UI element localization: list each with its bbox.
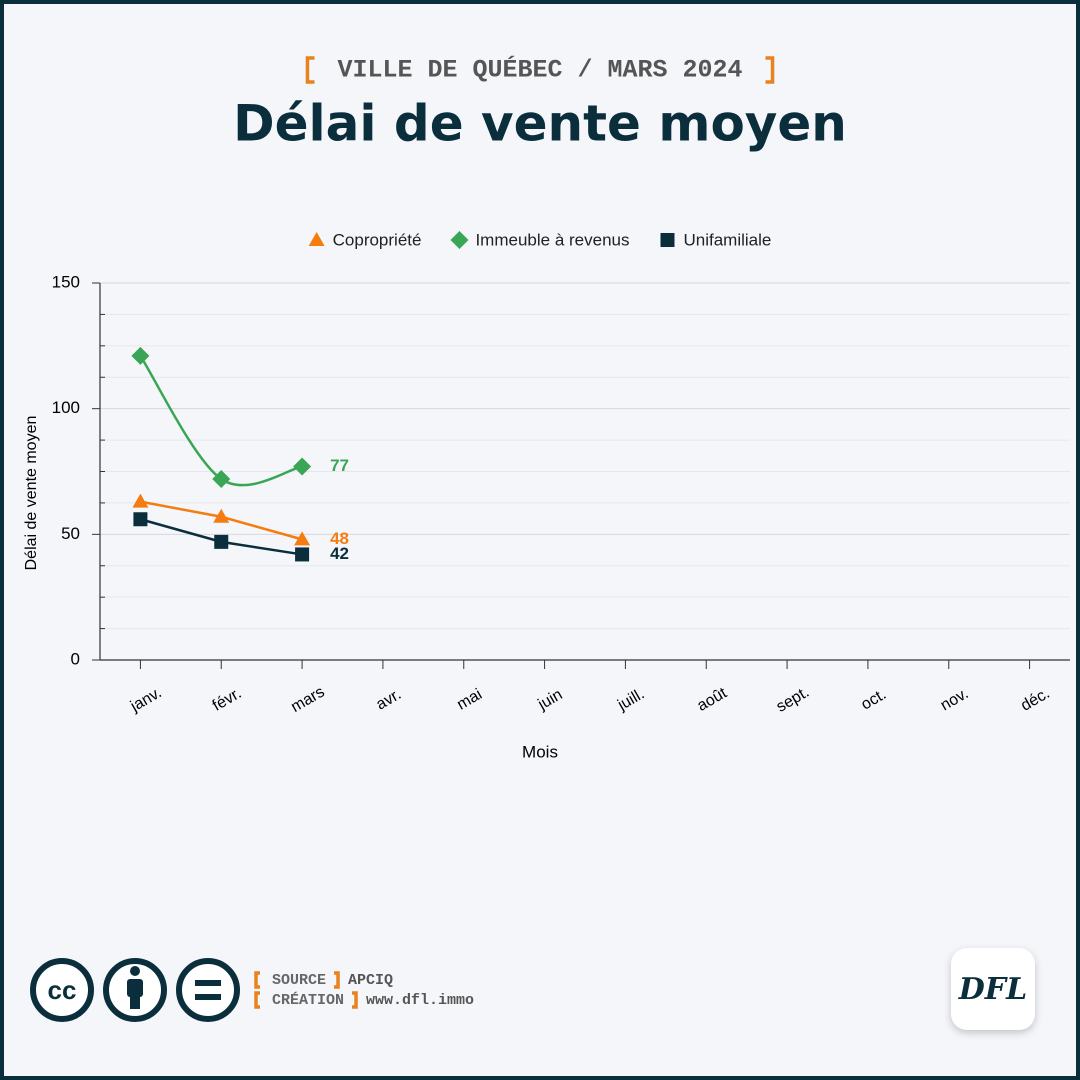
marker <box>450 231 469 249</box>
credit-value: www.dfl.immo <box>366 992 474 1009</box>
marker <box>293 457 312 476</box>
marker <box>131 346 150 365</box>
bracket <box>254 991 260 1009</box>
by-body <box>127 979 143 997</box>
marker <box>213 508 230 523</box>
license-icons <box>30 958 240 1022</box>
nd-icon <box>176 958 240 1022</box>
marker <box>214 534 229 549</box>
y-tick-label: 100 <box>52 398 80 417</box>
chart-title: Délai de vente moyen <box>233 95 847 153</box>
bracket <box>254 971 260 989</box>
data-label: 42 <box>330 544 349 563</box>
legend: Copropriété Immeuble à revenus Unifamilial… <box>308 230 771 249</box>
y-tick-label: 50 <box>61 524 80 543</box>
marker <box>660 233 675 247</box>
legend-label: Unifamiliale <box>683 230 771 249</box>
y-axis-label: Délai de vente moyen <box>23 416 40 571</box>
data-label: 48 <box>330 529 349 548</box>
logo-text: DFL <box>958 972 1027 1007</box>
credit-label: SOURCE <box>272 972 326 989</box>
marker <box>308 232 325 246</box>
credit-label: CRÉATION <box>272 991 344 1009</box>
legend-label: Copropriété <box>333 230 422 249</box>
marker <box>294 531 311 546</box>
marker <box>132 493 149 508</box>
cc-text: cc <box>48 975 77 1005</box>
logo-box <box>951 948 1035 1030</box>
by-legs <box>130 995 140 1009</box>
bracket <box>765 56 775 84</box>
y-tick-label: 0 <box>71 649 80 668</box>
by-head <box>130 966 140 976</box>
cc-icon <box>30 958 94 1022</box>
data-label: 77 <box>330 456 349 475</box>
legend-label: Immeuble à revenus <box>475 230 629 249</box>
x-axis-label: Mois <box>522 742 558 761</box>
nd-bar <box>195 980 221 986</box>
subtitle: VILLE DE QUÉBEC / MARS 2024 <box>337 55 742 85</box>
bracket <box>352 991 358 1009</box>
marker <box>295 547 310 562</box>
marker <box>212 470 231 489</box>
credit-value: APCIQ <box>348 972 393 989</box>
bracket <box>334 971 340 989</box>
bracket <box>305 56 315 84</box>
nd-bar <box>195 994 221 1000</box>
marker <box>133 512 148 527</box>
y-tick-label: 150 <box>52 272 80 291</box>
